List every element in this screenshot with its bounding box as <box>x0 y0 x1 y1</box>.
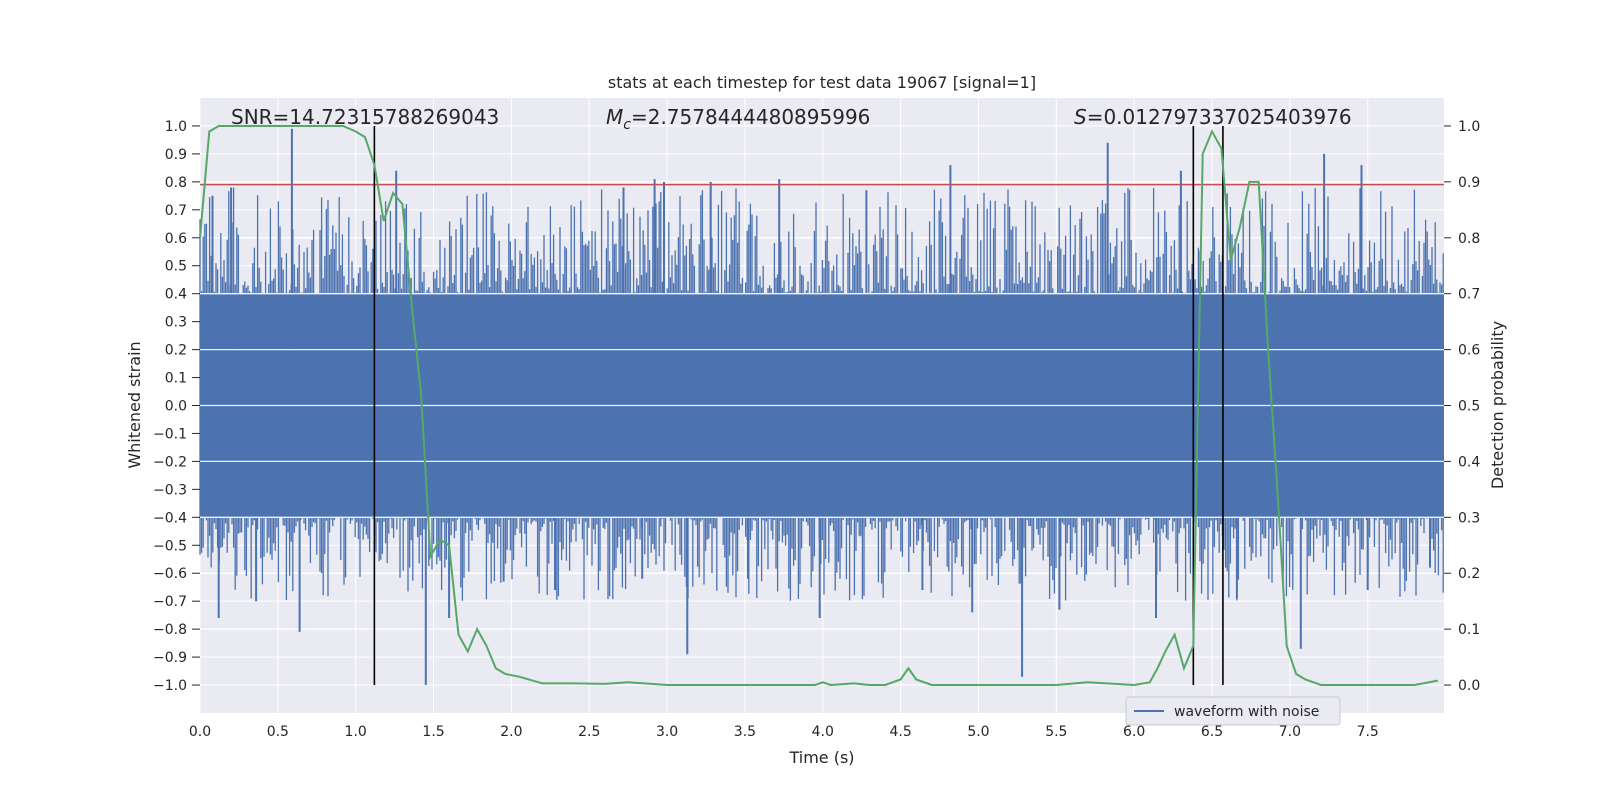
detection-probability-line <box>199 125 1438 687</box>
mc-subscript: c <box>623 117 631 133</box>
y-left-tick-label: 0.6 <box>165 231 187 247</box>
y-left-tick-label: 0.1 <box>165 371 187 387</box>
x-tick-label: 2.5 <box>578 724 600 740</box>
y-right-tick-label: 0.1 <box>1458 622 1480 638</box>
chart-title: stats at each timestep for test data 190… <box>608 73 1036 92</box>
y-right-tick-label: 0.0 <box>1458 678 1480 694</box>
y-right-tick-label: 0.3 <box>1458 510 1480 526</box>
y-right-tick-label: 0.6 <box>1458 343 1480 359</box>
y-right-axis-label: Detection probability <box>1488 321 1507 489</box>
y-right-tick-label: 0.8 <box>1458 231 1480 247</box>
s-value: =0.012797337025403976 <box>1087 105 1352 129</box>
y-left-tick-label: −0.8 <box>153 622 187 638</box>
mc-symbol: M <box>606 105 623 129</box>
vertical-markers <box>373 125 1224 686</box>
x-tick-label: 1.5 <box>422 724 444 740</box>
y-left-tick-labels: 1.0 0.9 0.8 0.7 0.6 0.5 0.4 0.3 0.2 0.1 0.0 −0.1 −0.… <box>153 119 200 694</box>
strain-series <box>199 128 1444 685</box>
legend: waveform with noise <box>1125 696 1341 726</box>
y-left-tick-label: 0.8 <box>165 175 187 191</box>
x-tick-label: 7.5 <box>1357 724 1379 740</box>
x-tick-labels: 0.0 0.5 1.0 1.5 2.0 2.5 3.0 3.5 4.0 4.5 5.0 5.5 6.0 6… <box>189 724 1379 740</box>
y-left-tick-label: −1.0 <box>153 678 187 694</box>
y-left-tick-label: 0.5 <box>165 259 187 275</box>
y-right-tick-label: 0.9 <box>1458 175 1480 191</box>
x-tick-label: 6.5 <box>1201 724 1223 740</box>
y-right-tick-labels: 1.0 0.9 0.8 0.7 0.6 0.5 0.4 0.3 0.2 0.1 0.0 <box>1444 119 1480 694</box>
x-tick-label: 5.5 <box>1045 724 1067 740</box>
x-tick-label: 1.0 <box>345 724 367 740</box>
y-left-tick-label: 0.3 <box>165 315 187 331</box>
x-axis-label: Time (s) <box>788 748 854 767</box>
legend-label: waveform with noise <box>1174 704 1319 720</box>
s-annotation: S=0.012797337025403976 <box>1074 105 1352 129</box>
y-left-tick-label: −0.3 <box>153 482 187 498</box>
x-tick-label: 2.0 <box>500 724 522 740</box>
y-left-tick-label: 0.2 <box>165 343 187 359</box>
x-tick-label: 0.5 <box>267 724 289 740</box>
y-right-tick-label: 0.4 <box>1458 454 1480 470</box>
y-left-tick-label: 0.9 <box>165 147 187 163</box>
y-left-tick-label: −0.1 <box>153 426 187 442</box>
x-tick-label: 7.0 <box>1279 724 1301 740</box>
x-tick-label: 6.0 <box>1123 724 1145 740</box>
y-left-tick-label: 0.7 <box>165 203 187 219</box>
y-right-tick-label: 0.2 <box>1458 566 1480 582</box>
y-left-tick-label: −0.6 <box>153 566 187 582</box>
x-tick-label: 3.5 <box>734 724 756 740</box>
y-left-tick-label: −0.4 <box>153 510 187 526</box>
s-symbol: S <box>1074 105 1087 129</box>
y-left-tick-label: −0.7 <box>153 594 187 610</box>
y-left-tick-label: −0.5 <box>153 538 187 554</box>
y-left-axis-label: Whitened strain <box>125 341 144 468</box>
legend-box <box>1125 696 1341 726</box>
y-right-tick-label: 0.5 <box>1458 399 1480 415</box>
y-left-tick-label: −0.9 <box>153 650 187 666</box>
y-right-tick-label: 1.0 <box>1458 119 1480 135</box>
strain-spikes <box>211 128 1431 685</box>
x-tick-label: 5.0 <box>967 724 989 740</box>
x-tick-label: 3.0 <box>656 724 678 740</box>
y-left-tick-label: 0.0 <box>165 399 187 415</box>
mc-annotation: Mc=2.7578444480895996 <box>606 105 870 133</box>
mc-value: =2.7578444480895996 <box>631 105 870 129</box>
x-tick-label: 4.0 <box>812 724 834 740</box>
snr-annotation: SNR=14.72315788269043 <box>231 105 499 129</box>
y-left-tick-label: 1.0 <box>165 119 187 135</box>
x-tick-label: 0.0 <box>189 724 211 740</box>
y-left-tick-label: 0.4 <box>165 287 187 303</box>
y-left-tick-label: −0.2 <box>153 454 187 470</box>
y-right-tick-label: 0.7 <box>1458 287 1480 303</box>
x-tick-label: 4.5 <box>889 724 911 740</box>
